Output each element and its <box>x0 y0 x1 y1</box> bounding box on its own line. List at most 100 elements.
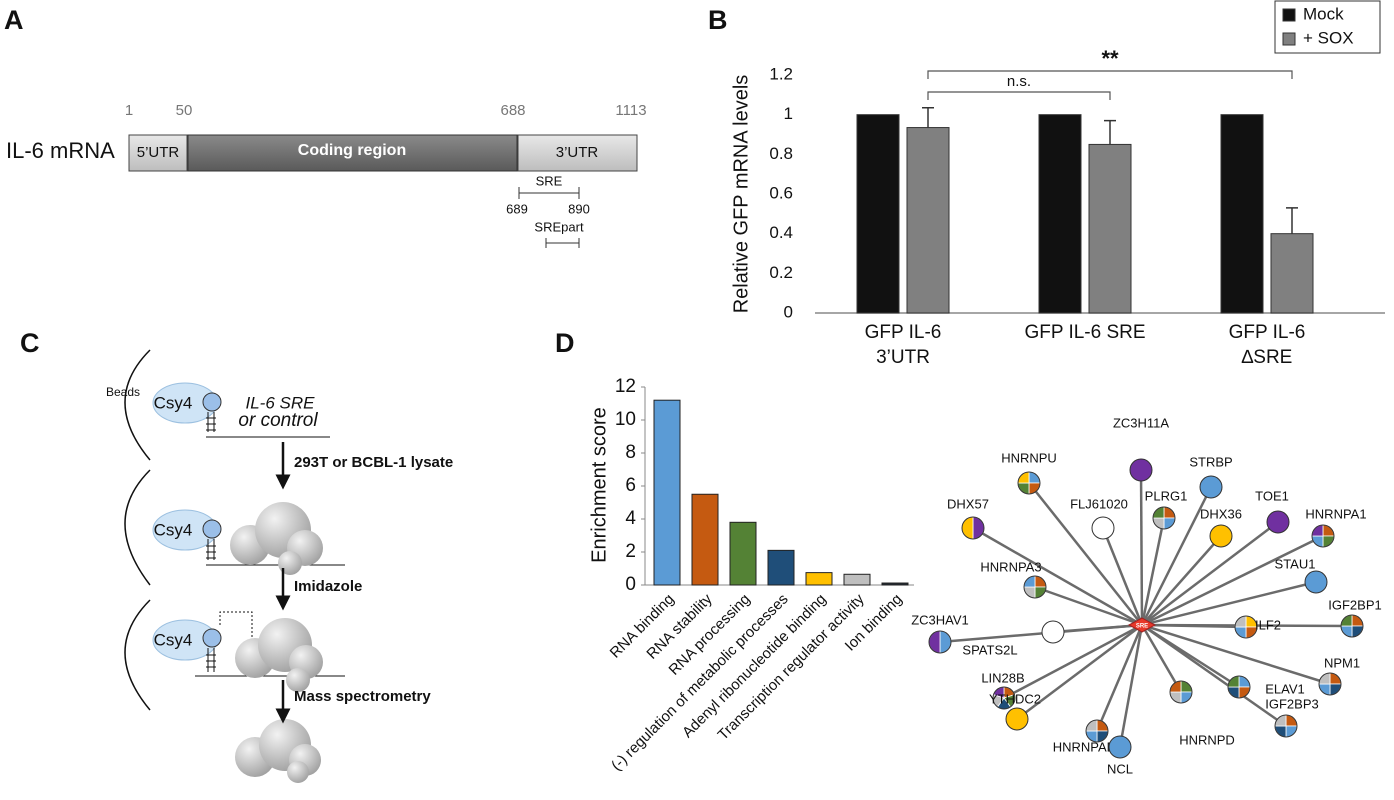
bar <box>906 127 950 314</box>
step-label: Mass spectrometry <box>294 688 431 705</box>
network-edge <box>1034 585 1143 627</box>
bar <box>805 572 833 586</box>
legend-label: Mock <box>1303 4 1344 23</box>
node-label: NPM1 <box>1324 655 1360 670</box>
center-node <box>1127 617 1157 633</box>
center-label: SRE <box>1136 624 1148 630</box>
node-label: NCL <box>1107 761 1133 776</box>
node-outline <box>1227 675 1251 699</box>
region-label: 5’UTR <box>137 144 180 161</box>
position-label: 1113 <box>615 102 646 119</box>
node-label: STAU1 <box>1275 556 1316 571</box>
x-tick-label: GFP IL-6 3’UTR <box>864 322 942 368</box>
panel-label: B <box>708 5 728 35</box>
significance-label: n.s. <box>1007 73 1031 90</box>
y-tick-label: 4 <box>625 508 636 529</box>
region-label: 3’UTR <box>556 144 599 161</box>
node-outline <box>1318 672 1342 696</box>
node-slice <box>928 630 941 654</box>
node-slice <box>972 516 985 540</box>
beads <box>124 349 151 711</box>
error-bar <box>922 106 934 128</box>
network-edge <box>1028 482 1143 626</box>
network-edge <box>1016 624 1143 720</box>
coding-box <box>187 134 518 172</box>
node-label: HNRNPA3 <box>980 559 1041 574</box>
bar <box>1270 233 1314 314</box>
y-axis-label: Relative GFP mRNA levels <box>730 75 752 314</box>
node-label: YTHDC2 <box>989 691 1041 706</box>
network-node <box>1304 570 1328 594</box>
node-outline <box>1274 714 1298 738</box>
node-outline <box>1169 680 1193 704</box>
node-label: HNRNPU <box>1001 450 1057 465</box>
node-label: LIN28B <box>981 670 1024 685</box>
network-edge <box>1141 623 1287 728</box>
srepart-range <box>545 238 580 248</box>
node-label: IGF2BP1 <box>1328 597 1381 612</box>
error-bar <box>1104 119 1116 145</box>
molecule-label: IL-6 mRNA <box>6 138 115 163</box>
bar <box>691 493 719 586</box>
step-label: Imidazole <box>294 578 362 595</box>
node-label: HNRNPD <box>1179 732 1235 747</box>
node-label: PLRG1 <box>1145 488 1188 503</box>
position-label: 50 <box>176 102 193 119</box>
network-edge <box>1139 469 1144 626</box>
bar <box>729 521 757 586</box>
y-tick-label: 12 <box>615 376 636 397</box>
x-tick-label: GFP IL-6 SRE <box>1024 322 1146 343</box>
bar <box>1088 143 1132 314</box>
significance-label: ** <box>1101 46 1119 71</box>
y-tick-label: 0.4 <box>769 223 793 242</box>
csy4-complex <box>152 382 345 783</box>
node-outline <box>961 516 985 540</box>
network-node <box>1041 620 1065 644</box>
y-tick-label: 8 <box>625 442 636 463</box>
y-tick-label: 0.8 <box>769 144 793 163</box>
network-node <box>1005 707 1029 731</box>
y-tick-label: 1 <box>784 104 793 123</box>
sre-start: 689 <box>506 201 528 216</box>
network-edge <box>1141 623 1331 686</box>
network-edge <box>1095 624 1144 732</box>
network-edge <box>972 526 1143 627</box>
panel-label: C <box>20 328 40 358</box>
node-outline <box>1311 524 1335 548</box>
node-outline <box>1017 471 1041 495</box>
srepart-label: SREpart <box>534 219 584 234</box>
significance-bracket <box>927 70 1293 79</box>
network-edge <box>1141 580 1317 627</box>
network-edge <box>1141 534 1324 627</box>
network-edge <box>1003 623 1143 700</box>
position-label: 688 <box>500 102 525 119</box>
network-edge <box>1141 521 1279 626</box>
utr3-box <box>517 134 638 172</box>
node-label: ZC3H11A <box>1113 415 1169 430</box>
network-edge <box>1141 535 1222 626</box>
y-tick-label: 0.2 <box>769 263 793 282</box>
network-node <box>1209 524 1233 548</box>
bar <box>856 114 900 314</box>
bar <box>653 399 681 586</box>
y-tick-label: 1.2 <box>769 64 793 83</box>
position-label: 1 <box>125 102 133 119</box>
step-label: 293T or BCBL-1 lysate <box>294 454 453 471</box>
panel-label: D <box>555 328 575 358</box>
bar <box>1038 114 1082 314</box>
sre-end: 890 <box>568 201 590 216</box>
network-edge <box>1101 527 1144 626</box>
network-node <box>1199 475 1223 499</box>
node-label: FLJ61020 <box>1070 496 1128 511</box>
node-outline <box>992 686 1016 710</box>
node-label: HNRNPAB <box>1053 739 1116 754</box>
node-slice <box>939 630 952 654</box>
bar <box>1220 114 1264 314</box>
node-label: STRBP <box>1189 454 1232 469</box>
y-axis-label: Enrichment score <box>588 407 610 563</box>
node-outline <box>928 630 952 654</box>
node-outline <box>1340 614 1364 638</box>
node-slice <box>961 516 974 540</box>
beads-label: Beads <box>106 385 140 399</box>
